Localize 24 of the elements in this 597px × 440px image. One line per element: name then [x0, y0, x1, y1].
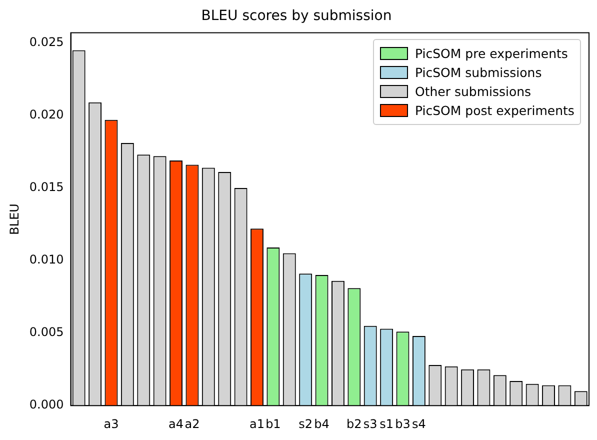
x-tick-label: s2 — [298, 416, 313, 431]
y-tick-label: 0.010 — [29, 252, 64, 267]
x-tick-label: s3 — [363, 416, 378, 431]
x-tick-label: a2 — [184, 416, 200, 431]
y-tick-label: 0.000 — [29, 398, 64, 412]
y-axis-title: BLEU — [7, 204, 22, 235]
chart-title: BLEU scores by submission — [201, 8, 392, 24]
y-tick-label: 0.025 — [29, 35, 64, 50]
legend-label: Other submissions — [415, 82, 532, 101]
x-tick-label: b3 — [395, 416, 410, 431]
x-tick-label: b4 — [314, 416, 330, 431]
x-tick-label: b1 — [266, 416, 281, 431]
y-tick-label: 0.015 — [29, 180, 64, 194]
x-tick-label: b2 — [346, 416, 362, 431]
x-tick-label: a4 — [168, 416, 184, 431]
x-tick-label: s1 — [380, 416, 394, 431]
x-tick-label: s4 — [412, 416, 426, 431]
x-tick-label: a1 — [250, 416, 264, 431]
legend-label: PicSOM post experiments — [415, 102, 574, 120]
y-tick-label: 0.020 — [29, 108, 64, 122]
y-tick-label: 0.005 — [29, 325, 64, 340]
x-tick-label: a3 — [104, 416, 119, 431]
legend-label: PicSOM pre experiments — [415, 44, 568, 63]
legend-label: PicSOM submissions — [415, 64, 542, 82]
